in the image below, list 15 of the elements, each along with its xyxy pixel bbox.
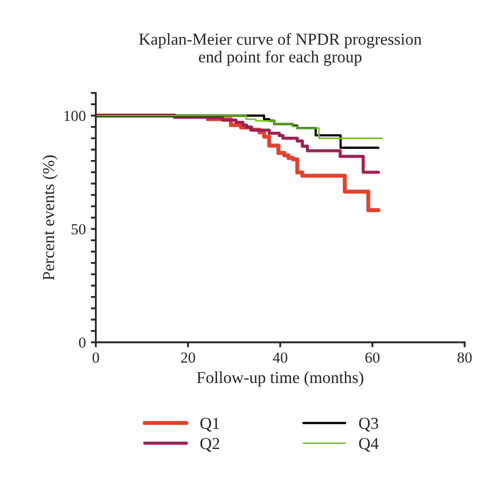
x-tick-label: 20 [181, 352, 196, 363]
y-tick-label: 50 [72, 224, 86, 234]
x-tick-label: 40 [272, 352, 288, 363]
x-tick-label: 0 [92, 352, 100, 363]
legend-label: Q1 [200, 418, 220, 432]
y-tick-label: 0 [79, 337, 86, 348]
legend-label: Q4 [359, 438, 379, 452]
x-tick-label: 60 [365, 352, 380, 363]
y-tick-label: 100 [64, 110, 86, 122]
legend-label: Q3 [359, 418, 378, 432]
y-axis-title: Percent events (%) [42, 155, 58, 280]
x-axis-title: Follow-up time (months) [196, 371, 364, 387]
chart-title: Kaplan-Meier curve of NPDR progression end point for each group [139, 32, 422, 66]
x-tick-label: 80 [458, 352, 472, 363]
legend-label: Q2 [200, 438, 220, 452]
